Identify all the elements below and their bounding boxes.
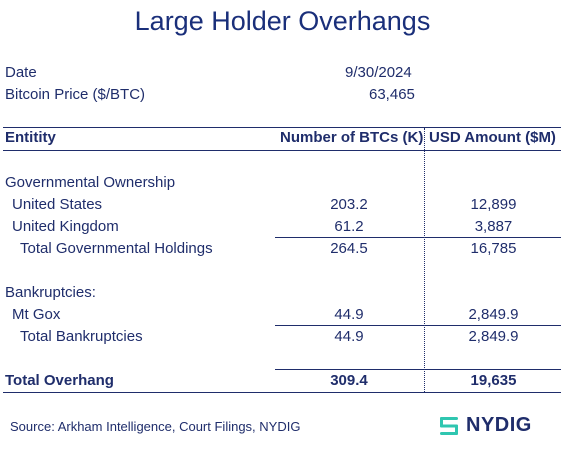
total-governmental-label: Total Governmental Holdings	[20, 240, 213, 257]
nydig-logo: NYDIG	[438, 414, 532, 437]
bitcoin-price-label: Bitcoin Price ($/BTC)	[5, 86, 146, 103]
total-bankruptcies-label: Total Bankruptcies	[20, 328, 143, 345]
header-btc: Number of BTCs (K)	[280, 129, 424, 146]
row-btc-mt-gox: 44.9	[334, 306, 364, 323]
header-entity: Entitity	[5, 129, 56, 146]
date-value: 9/30/2024	[345, 64, 412, 81]
nydig-logo-icon	[440, 416, 458, 435]
grand-total-top-rule	[275, 369, 561, 370]
row-usd-united-kingdom: 3,887	[474, 218, 513, 235]
header-usd: USD Amount ($M)	[429, 129, 556, 146]
section-bankruptcies: Bankruptcies:	[5, 284, 96, 301]
total-bankruptcies-usd: 2,849.9	[468, 328, 519, 345]
source-note: Source: Arkham Intelligence, Court Filin…	[10, 419, 301, 434]
total-bankruptcies-btc: 44.9	[334, 328, 364, 345]
total-governmental-btc: 264.5	[330, 240, 368, 257]
total-overhang-label: Total Overhang	[5, 372, 114, 389]
header-top-rule	[3, 127, 561, 128]
row-usd-mt-gox: 2,849.9	[468, 306, 519, 323]
bitcoin-price-value: 63,465	[369, 86, 415, 103]
grand-total-bottom-rule	[3, 392, 561, 393]
row-usd-united-states: 12,899	[470, 196, 517, 213]
row-btc-united-states: 203.2	[330, 196, 368, 213]
bankruptcies-subtotal-rule	[275, 325, 561, 326]
row-label-united-kingdom: United Kingdom	[12, 218, 119, 235]
section-governmental: Governmental Ownership	[5, 174, 176, 191]
total-overhang-usd: 19,635	[470, 372, 517, 389]
nydig-logo-text: NYDIG	[466, 414, 532, 436]
header-bottom-rule	[3, 150, 561, 151]
page-title: Large Holder Overhangs	[134, 6, 431, 36]
row-btc-united-kingdom: 61.2	[334, 218, 364, 235]
total-overhang-btc: 309.4	[330, 372, 368, 389]
row-label-united-states: United States	[12, 196, 103, 213]
total-governmental-usd: 16,785	[470, 240, 517, 257]
column-divider	[424, 128, 425, 392]
governmental-subtotal-rule	[275, 237, 561, 238]
date-label: Date	[5, 64, 37, 81]
row-label-mt-gox: Mt Gox	[12, 306, 61, 323]
